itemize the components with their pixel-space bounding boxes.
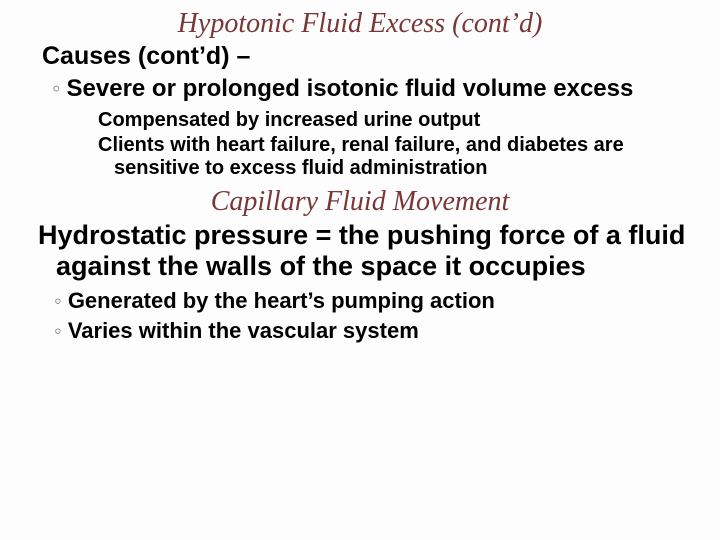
section1-subsub-a: ൓Compensated by increased urine output (114, 109, 700, 132)
section2-sub-a-text: Generated by the heart’s pumping action (68, 288, 495, 313)
section1-sub-line: ◦Severe or prolonged isotonic fluid volu… (68, 75, 700, 103)
section1-sub-text: Severe or prolonged isotonic fluid volum… (67, 75, 634, 102)
section2-sub-b: ◦Varies within the vascular system (70, 318, 700, 344)
slide: Hypotonic Fluid Excess (cont’d) ൓Causes … (0, 0, 720, 540)
section2-main-text: Hydrostatic pressure = the pushing force… (38, 220, 685, 281)
section2-main-line: ൓Hydrostatic pressure = the pushing forc… (56, 220, 700, 282)
circle-bullet-icon: ◦ (54, 318, 62, 343)
section2-sub-b-text: Varies within the vascular system (68, 318, 419, 343)
section2-title: Capillary Fluid Movement (20, 186, 700, 218)
section1-title: Hypotonic Fluid Excess (cont’d) (20, 8, 700, 40)
section1-subsub-a-text: Compensated by increased urine output (98, 109, 480, 131)
section2-sub-a: ◦Generated by the heart’s pumping action (70, 288, 700, 314)
section1-causes-text: Causes (cont’d) – (42, 42, 250, 70)
circle-bullet-icon: ◦ (54, 288, 62, 313)
section1-subsub-b-text: Clients with heart failure, renal failur… (98, 134, 624, 179)
section1-causes-line: ൓Causes (cont’d) – (40, 42, 700, 71)
section1-subsub-b: ൓Clients with heart failure, renal failu… (114, 134, 700, 180)
circle-bullet-icon: ◦ (52, 75, 61, 102)
